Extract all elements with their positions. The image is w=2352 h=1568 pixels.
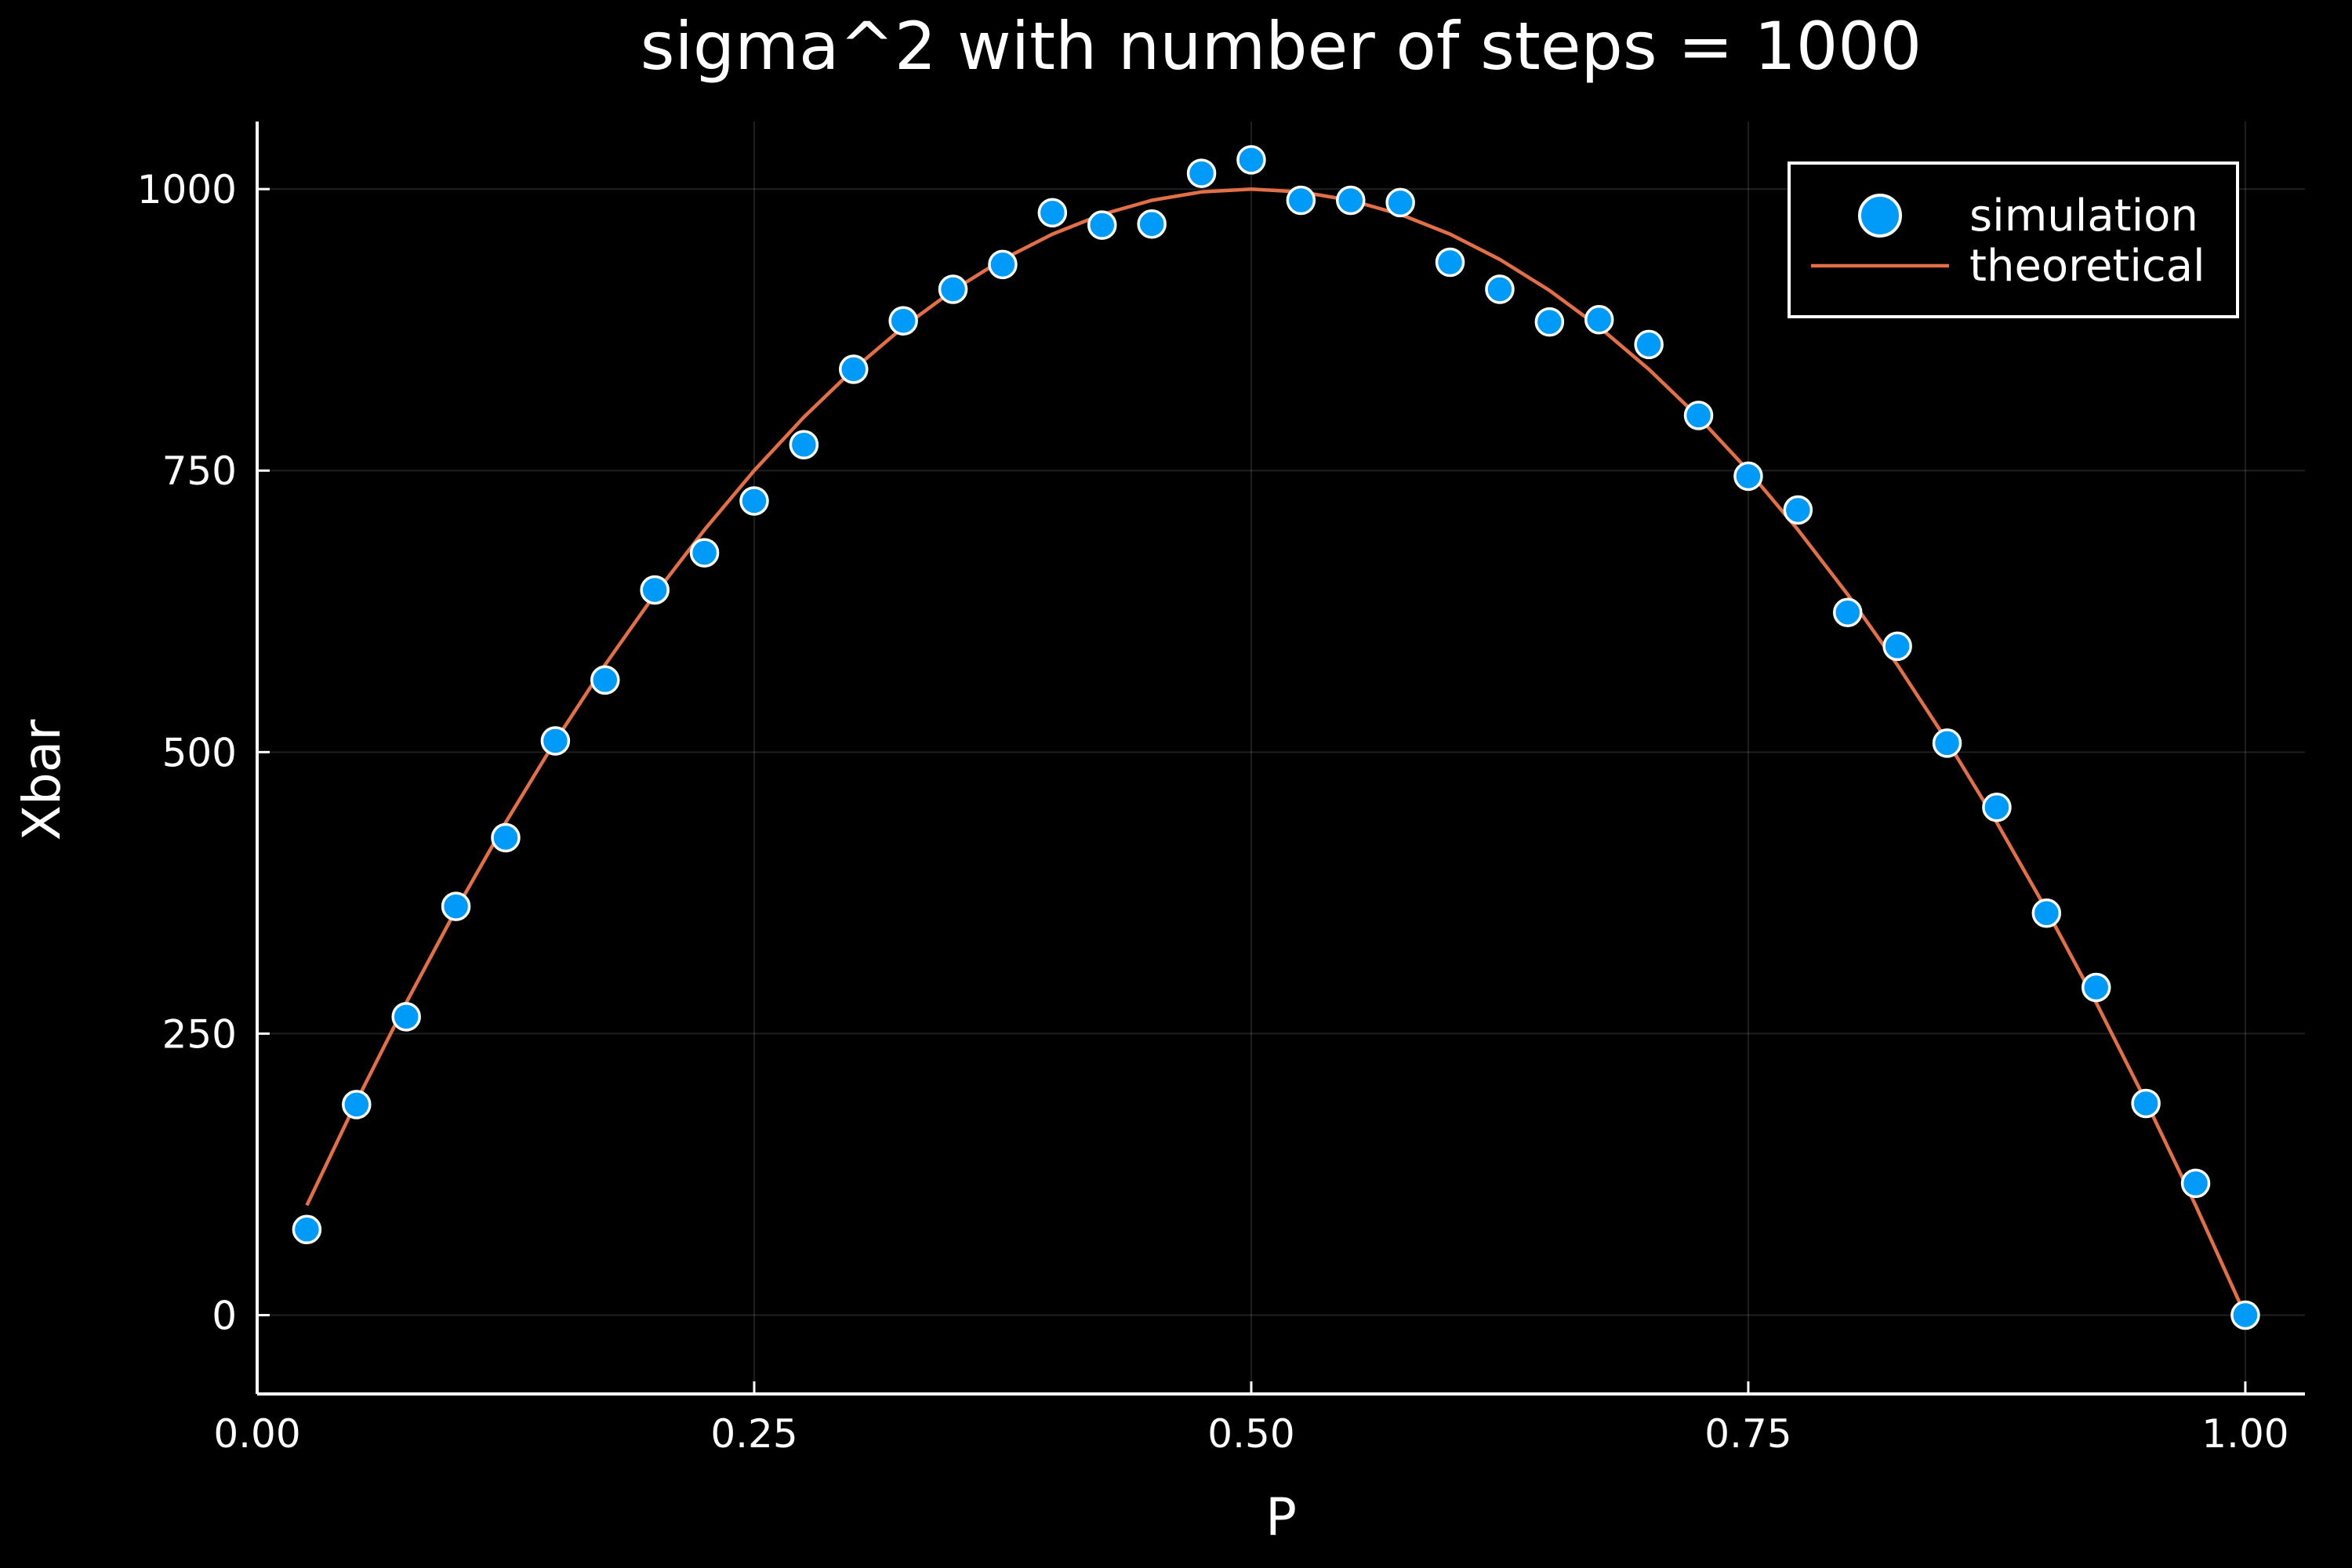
simulation-point — [1584, 305, 1614, 335]
y-tick-label: 500 — [162, 730, 237, 775]
simulation-point — [789, 430, 819, 459]
x-tick-label: 0.75 — [1704, 1411, 1791, 1457]
simulation-point — [938, 274, 968, 304]
simulation-point — [2081, 972, 2111, 1003]
simulation-point — [1882, 631, 1912, 662]
simulation-point — [2131, 1088, 2161, 1119]
x-tick-label: 0.00 — [213, 1411, 300, 1457]
simulation-point — [2031, 898, 2062, 928]
simulation-point — [491, 822, 521, 853]
simulation-point — [1186, 158, 1217, 188]
simulation-point — [1336, 185, 1366, 216]
simulation-point — [1137, 209, 1167, 239]
y-tick-label: 0 — [212, 1293, 237, 1338]
x-tick-label: 1.00 — [2201, 1411, 2288, 1457]
legend-box — [1788, 162, 2239, 318]
simulation-point — [1832, 597, 1863, 627]
tick-labels: 0.00 0.25 0.50 0.75 1.00 0 250 500 750 1000 — [137, 167, 2289, 1457]
legend-simulation-label: simulation — [1969, 191, 2198, 241]
simulation-point — [988, 249, 1018, 280]
simulation-point — [839, 354, 869, 384]
x-tick-label: 0.50 — [1207, 1411, 1294, 1457]
simulation-point — [1733, 461, 1763, 492]
theoretical-line — [305, 187, 2247, 1316]
simulation-point — [1485, 274, 1515, 304]
legend-simulation-marker — [1858, 194, 1902, 238]
legend-theoretical-label: theoretical — [1969, 241, 2205, 292]
y-tick-label: 750 — [162, 448, 237, 494]
x-axis-label: P — [1265, 1487, 1297, 1548]
chart-title: sigma^2 with number of steps = 1000 — [641, 8, 1922, 85]
simulation-point — [689, 538, 720, 568]
simulation-point — [1037, 198, 1068, 228]
simulation-point — [590, 665, 620, 695]
y-axis-label: Xbar — [12, 719, 72, 841]
simulation-point — [640, 575, 670, 605]
simulation-point — [441, 891, 471, 921]
simulation-point — [1435, 247, 1465, 278]
simulation-point — [1286, 185, 1316, 216]
x-tick-label: 0.25 — [710, 1411, 797, 1457]
simulation-point — [342, 1090, 372, 1120]
simulation-point — [540, 726, 571, 756]
simulation-point — [739, 486, 769, 516]
simulation-point — [2230, 1300, 2260, 1330]
simulation-point — [1982, 792, 2012, 822]
simulation-point — [1683, 401, 1714, 430]
simulation-point — [1634, 329, 1664, 360]
simulation-point — [1385, 187, 1415, 218]
simulation-point — [292, 1214, 322, 1245]
axes — [256, 122, 2305, 1396]
y-tick-label: 1000 — [137, 167, 237, 212]
simulation-point — [888, 306, 918, 336]
simulation-point — [1236, 145, 1266, 175]
simulation-point — [1932, 728, 1962, 758]
simulation-point — [1087, 210, 1117, 240]
simulation-point — [2180, 1168, 2211, 1199]
simulation-point — [391, 1002, 421, 1032]
y-tick-label: 250 — [162, 1011, 237, 1057]
simulation-point — [1783, 495, 1813, 525]
series — [292, 145, 2260, 1330]
simulation-point — [1534, 307, 1565, 337]
